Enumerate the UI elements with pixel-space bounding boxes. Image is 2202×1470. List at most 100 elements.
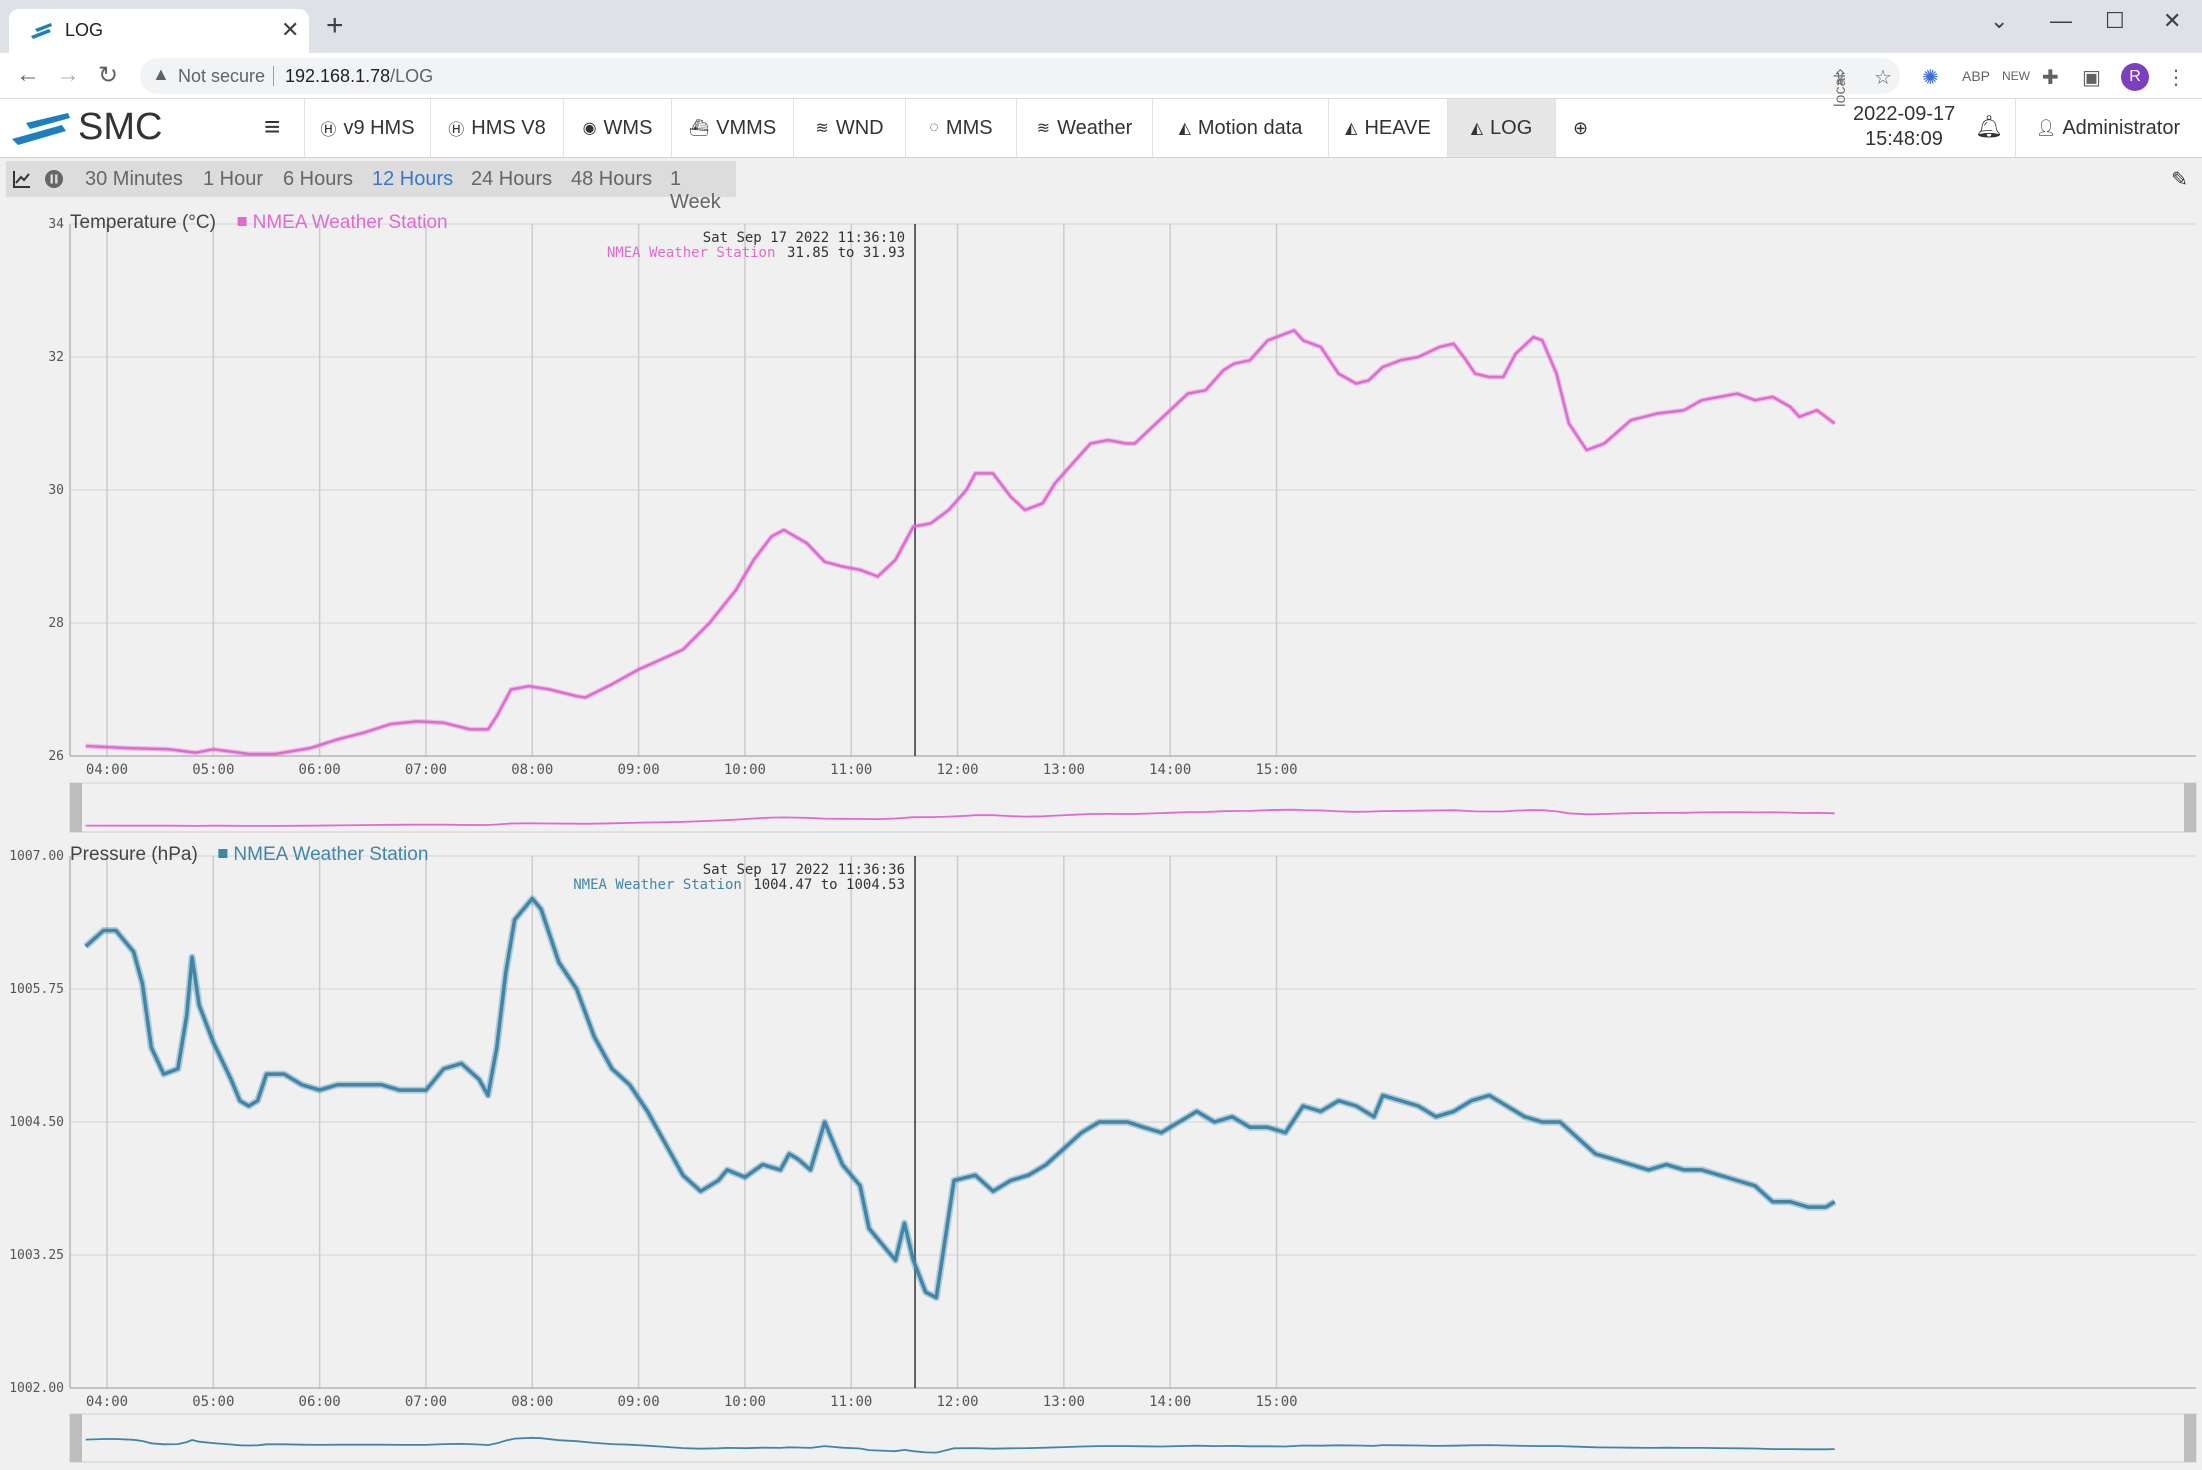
profile-avatar[interactable]: R: [2121, 63, 2149, 91]
edit-pencil-icon[interactable]: ✎: [2171, 169, 2188, 191]
back-icon[interactable]: ←: [16, 61, 40, 88]
clock-zone: local: [1832, 74, 1849, 107]
tab-search-icon[interactable]: ⌄: [1990, 8, 2009, 33]
navigator-handle-left[interactable]: [70, 783, 82, 832]
range-option-24-hours[interactable]: 24 Hours: [471, 168, 553, 190]
nav-item-vmms[interactable]: ⛴ VMMS: [671, 99, 793, 157]
nav-item-hms-v8[interactable]: Ⓗ HMS V8: [430, 99, 563, 157]
series-line[interactable]: [85, 329, 1836, 756]
series-glow: [85, 327, 1837, 757]
browser-menu-icon[interactable]: ⋮: [2166, 67, 2186, 89]
nav-item-heave[interactable]: ◭ HEAVE: [1328, 99, 1447, 157]
y-tick-label: 1005.75: [9, 982, 64, 997]
new-tab-icon[interactable]: +: [326, 9, 344, 42]
app-brand[interactable]: SMC: [78, 106, 163, 148]
nav-item-label: Motion data: [1197, 116, 1303, 139]
clock-time: 15:48:09: [1865, 128, 1943, 150]
time-range-bar: 30 Minutes 1 Hour 6 Hours 12 Hours 24 Hours 4…: [6, 161, 2196, 213]
y-tick-label: 30: [48, 483, 64, 498]
nav-item-label: MMS: [945, 116, 993, 139]
range-option-1-week[interactable]: 1 Week: [670, 168, 721, 213]
ship-icon: ⛴: [688, 120, 710, 137]
minimize-icon[interactable]: —: [2050, 8, 2072, 33]
legend-series-name[interactable]: NMEA Weather Station: [233, 844, 428, 865]
nav-item-label: Weather: [1057, 116, 1133, 139]
legend-swatch: [237, 217, 247, 226]
range-option-48-hours[interactable]: 48 Hours: [571, 168, 653, 190]
nav-item-mms[interactable]: ◌ MMS: [905, 99, 1016, 157]
x-tick-label: 05:00: [192, 762, 234, 778]
security-label[interactable]: Not secure: [178, 66, 266, 86]
cursor-series: NMEA Weather Station: [573, 877, 742, 893]
h-circle-icon: Ⓗ: [320, 122, 337, 139]
extensions-puzzle-icon[interactable]: ✚: [2042, 67, 2059, 89]
cursor-value: 31.85 to 31.93: [787, 245, 905, 261]
plot-area: [70, 856, 2196, 1388]
nav-item-weather[interactable]: ≋ Weather: [1016, 99, 1152, 157]
plus-circle-icon: ⊕: [1572, 117, 1589, 138]
range-option-6-hours[interactable]: 6 Hours: [283, 168, 354, 190]
extension-swirl-icon[interactable]: ✺: [1922, 67, 1939, 89]
range-option-12-hours[interactable]: 12 Hours: [372, 168, 454, 190]
x-tick-label: 13:00: [1043, 1394, 1085, 1410]
x-tick-label: 05:00: [192, 1394, 234, 1410]
maximize-icon[interactable]: ☐: [2105, 8, 2125, 33]
navigator-handle-right[interactable]: [2184, 1414, 2196, 1462]
x-tick-label: 08:00: [511, 1394, 553, 1410]
browser-tab[interactable]: LOG ✕: [9, 9, 309, 53]
close-window-icon[interactable]: ✕: [2163, 8, 2182, 33]
user-menu[interactable]: 👤︎ Administrator: [2015, 99, 2202, 157]
x-tick-label: 09:00: [618, 1394, 660, 1410]
range-navigator[interactable]: [69, 782, 2197, 833]
address-bar[interactable]: ▲ Not secure 192.168.1.78/LOG: [140, 58, 1900, 94]
add-view-button[interactable]: ⊕: [1555, 99, 1605, 157]
menu-toggle-icon[interactable]: ≡: [264, 111, 281, 142]
x-tick-label: 14:00: [1149, 762, 1191, 778]
nav-item-wms[interactable]: ◉ WMS: [563, 99, 671, 157]
x-tick-label: 08:00: [511, 762, 553, 778]
pause-icon[interactable]: [44, 169, 64, 189]
url-text[interactable]: 192.168.1.78/LOG: [285, 66, 433, 87]
reload-icon[interactable]: ↻: [98, 62, 119, 89]
news-extension-icon[interactable]: NEW: [2002, 69, 2030, 83]
share-icon[interactable]: ⇪: [1832, 67, 1849, 89]
chart-ylabel: Pressure (hPa): [70, 844, 198, 865]
range-option-1-hour[interactable]: 1 Hour: [203, 168, 264, 190]
x-tick-label: 06:00: [299, 762, 341, 778]
cursor-value: 1004.47 to 1004.53: [753, 877, 905, 893]
x-tick-label: 12:00: [936, 762, 978, 778]
forward-icon[interactable]: →: [56, 61, 80, 88]
range-option-30-minutes[interactable]: 30 Minutes: [85, 168, 183, 190]
navigator-series: [85, 808, 1835, 827]
nav-item-log[interactable]: ◭ LOG: [1447, 99, 1555, 157]
y-tick-label: 1003.25: [9, 1248, 64, 1263]
area-chart-icon: ◭: [1345, 120, 1358, 137]
navigator-handle-right[interactable]: [2184, 783, 2196, 832]
range-navigator[interactable]: [69, 1413, 2197, 1463]
y-tick-label: 28: [48, 616, 64, 631]
x-tick-label: 09:00: [618, 762, 660, 778]
nav-item-wnd[interactable]: ≋ WND: [793, 99, 905, 157]
area-chart-icon: ◭: [1470, 120, 1484, 137]
x-tick-label: 10:00: [724, 762, 766, 778]
wind-icon: ≋: [1036, 120, 1051, 137]
y-tick-label: 1007.00: [9, 849, 64, 864]
legend-series-name[interactable]: NMEA Weather Station: [253, 212, 448, 233]
bookmark-star-icon[interactable]: ☆: [1874, 67, 1892, 89]
x-tick-label: 12:00: [936, 1394, 978, 1410]
globe-icon: ◉: [582, 120, 597, 137]
navigator-handle-left[interactable]: [70, 1414, 82, 1462]
x-tick-label: 11:00: [830, 1394, 872, 1410]
notifications-bell-icon[interactable]: 🔔︎: [1975, 114, 2003, 139]
navigator-series: [85, 1436, 1835, 1454]
chart-mode-icon[interactable]: [12, 169, 32, 189]
x-tick-label: 07:00: [405, 762, 447, 778]
nav-item-motion-data[interactable]: ◭ Motion data: [1152, 99, 1328, 157]
side-panel-icon[interactable]: ▣: [2082, 67, 2101, 89]
x-tick-label: 14:00: [1149, 1394, 1191, 1410]
tab-close-icon[interactable]: ✕: [281, 17, 300, 42]
series-line[interactable]: [84, 896, 1836, 1300]
adblock-icon[interactable]: ABP: [1962, 68, 1991, 84]
